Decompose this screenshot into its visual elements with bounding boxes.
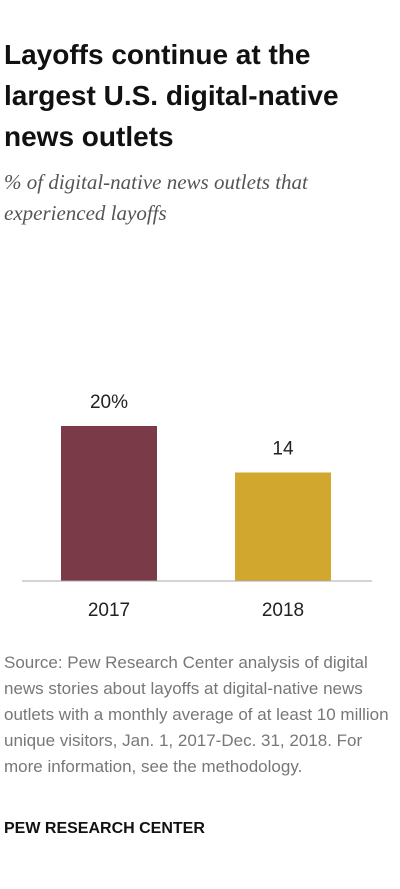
bar [61,426,157,581]
value-label: 14 [272,439,294,460]
chart-title: Layoffs continue at the largest U.S. dig… [4,39,339,152]
x-tick-label: 2017 [88,600,130,621]
source-note: Source: Pew Research Center analysis of … [4,653,389,776]
x-tick-label: 2018 [262,600,304,621]
footer: PEW RESEARCH CENTER [4,820,205,837]
value-label: 20% [90,392,128,413]
chart-subtitle: % of digital-native news outlets that ex… [4,170,308,225]
bar [235,472,331,581]
chart: 20% 2017 14 2018 [22,392,372,621]
